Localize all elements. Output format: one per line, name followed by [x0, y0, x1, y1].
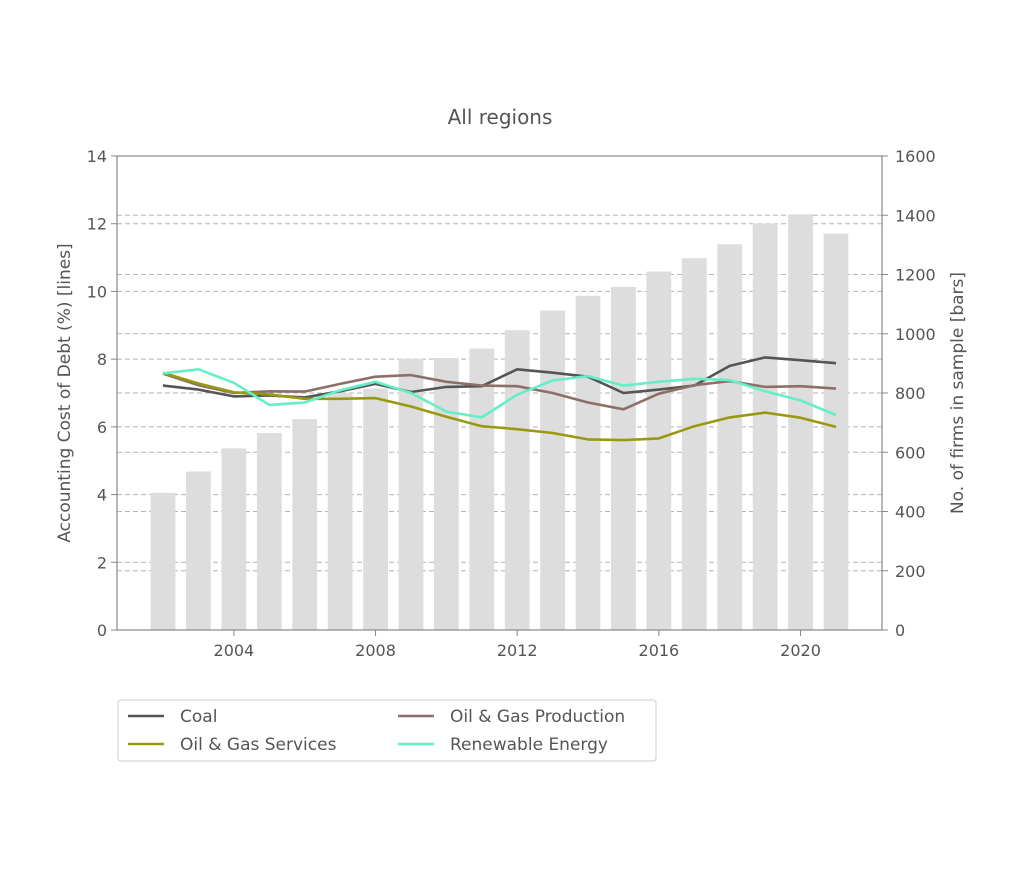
y-right-tick-label: 400 — [895, 503, 926, 522]
y-left-tick-label: 14 — [87, 147, 107, 166]
legend-label-coal: Coal — [180, 707, 217, 727]
x-tick-label: 2008 — [355, 641, 396, 660]
y-axis-right-title: No. of firms in sample [bars] — [948, 272, 968, 514]
firm-count-bar — [221, 448, 247, 630]
x-tick-label: 2016 — [639, 641, 680, 660]
y-left-tick-label: 6 — [97, 418, 107, 437]
firm-count-bar — [611, 286, 636, 630]
y-right-tick-label: 600 — [895, 443, 926, 462]
x-tick-label: 2020 — [780, 641, 821, 660]
firm-count-bars — [150, 214, 849, 631]
axis-ticks: 0 2 4 6 8 10 12 14 0 200 400 600 800 1000 1200 1400 1600… — [87, 147, 936, 660]
firm-count-bar — [186, 471, 211, 630]
series-line-renewable-energy — [162, 367, 837, 419]
firm-count-bar — [717, 244, 743, 630]
y-left-tick-label: 8 — [97, 350, 107, 369]
y-right-tick-label: 200 — [895, 562, 926, 581]
y-right-tick-label: 1200 — [895, 266, 936, 285]
y-left-tick-label: 12 — [87, 215, 107, 234]
firm-count-bar — [327, 393, 353, 630]
firm-count-bar — [433, 358, 459, 630]
firm-count-bar — [292, 419, 318, 630]
y-left-tick-label: 0 — [97, 621, 107, 640]
firm-count-bar — [823, 233, 849, 630]
firm-count-bar — [398, 358, 424, 630]
cost-of-debt-lines — [162, 356, 837, 442]
chart-title: All regions — [448, 105, 553, 129]
y-left-tick-label: 2 — [97, 553, 107, 572]
y-right-tick-label: 0 — [895, 621, 905, 640]
firm-count-bar — [256, 432, 282, 630]
x-tick-label: 2004 — [214, 641, 255, 660]
y-left-tick-label: 4 — [97, 486, 107, 505]
y-right-tick-label: 1000 — [895, 325, 936, 344]
x-tick-label: 2012 — [497, 641, 538, 660]
firm-count-bar — [575, 295, 601, 630]
firm-count-bar — [681, 258, 707, 630]
firm-count-bar — [788, 214, 813, 630]
firm-count-bar — [646, 271, 672, 630]
legend-label-oil-gas-services: Oil & Gas Services — [180, 735, 337, 755]
y-right-tick-label: 1600 — [895, 147, 936, 166]
legend-items: Coal Oil & Gas Services Oil & Gas Producti… — [128, 707, 625, 755]
firm-count-bar — [504, 330, 530, 630]
legend: Coal Oil & Gas Services Oil & Gas Producti… — [117, 699, 657, 762]
y-right-tick-label: 1400 — [895, 206, 936, 225]
firm-count-bar — [540, 310, 566, 630]
y-right-tick-label: 800 — [895, 384, 926, 403]
legend-frame — [117, 699, 657, 762]
y-left-tick-label: 10 — [87, 282, 107, 301]
series-line-oil-gas-production — [162, 372, 837, 411]
series-line-oil-gas-services — [162, 371, 837, 442]
firm-count-bar — [469, 348, 495, 630]
firm-count-bar — [752, 223, 778, 631]
y-axis-left-title: Accounting Cost of Debt (%) [lines] — [55, 243, 75, 542]
firm-count-bar — [150, 492, 176, 630]
legend-label-renewable-energy: Renewable Energy — [450, 735, 608, 755]
firm-count-bar — [363, 388, 388, 630]
legend-label-oil-gas-production: Oil & Gas Production — [450, 707, 625, 727]
